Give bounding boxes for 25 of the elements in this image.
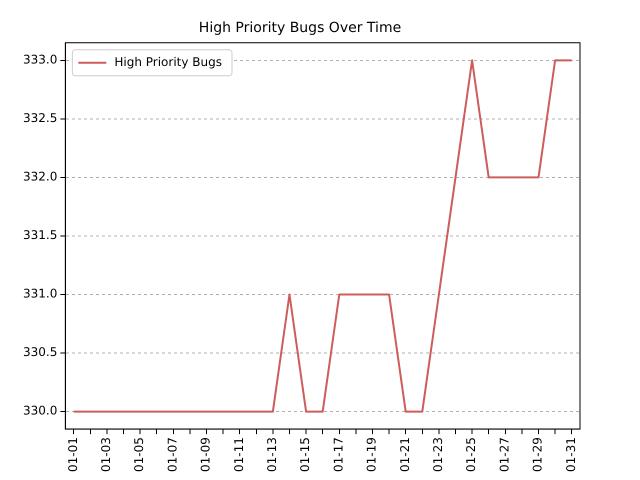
y-tick-label: 330.0 [22,404,58,418]
x-tick-label: 01-25 [464,437,478,472]
x-tick-label: 01-13 [264,437,279,472]
chart-title: High Priority Bugs Over Time [198,20,402,36]
x-tick-label: 01-11 [232,437,246,472]
x-tick-label: 01-23 [431,437,446,472]
x-tick-label: 01-31 [564,437,578,472]
x-tick-label: 01-15 [298,437,312,472]
x-tick-label: 01-01 [66,437,80,472]
x-tick-label: 01-03 [98,437,113,472]
y-tick-label: 330.5 [22,345,58,360]
legend-label: High Priority Bugs [114,54,222,69]
x-tick-label: 01-21 [398,437,412,472]
y-tick-label: 333.0 [22,52,58,66]
x-tick-label: 01-07 [165,437,180,472]
y-tick-label: 331.5 [22,228,58,242]
x-tick-label: 01-09 [198,437,213,472]
y-tick-label: 331.0 [22,286,58,301]
y-tick-label: 332.5 [22,111,58,126]
x-tick-label: 01-27 [497,437,512,472]
x-tick-label: 01-29 [530,437,545,472]
x-tick-label: 01-19 [364,437,379,472]
x-tick-label: 01-17 [331,437,346,472]
x-tick-label: 01-05 [132,437,146,472]
y-tick-label: 332.0 [22,170,58,184]
